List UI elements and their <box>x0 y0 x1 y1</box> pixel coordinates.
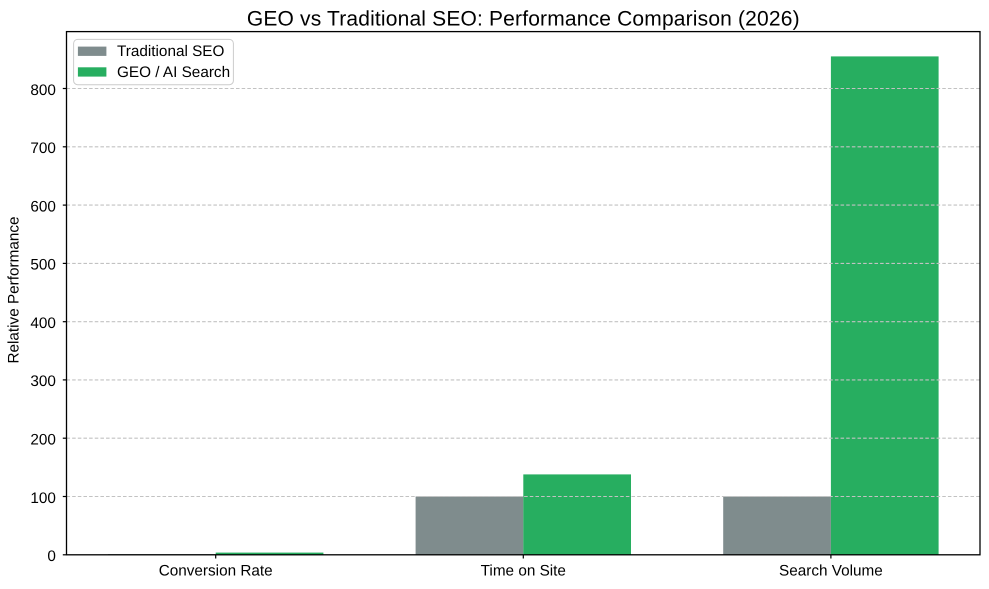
svg-text:GEO / AI Search: GEO / AI Search <box>117 64 230 81</box>
svg-text:400: 400 <box>30 315 56 332</box>
svg-text:GEO vs Traditional SEO: Perfor: GEO vs Traditional SEO: Performance Comp… <box>247 7 800 30</box>
svg-text:Relative Performance: Relative Performance <box>6 216 23 363</box>
svg-text:600: 600 <box>30 198 56 215</box>
svg-text:Search Volume: Search Volume <box>779 563 883 580</box>
svg-text:800: 800 <box>30 82 56 99</box>
svg-text:100: 100 <box>30 490 56 507</box>
svg-text:500: 500 <box>30 257 56 274</box>
svg-text:Time on Site: Time on Site <box>481 563 566 580</box>
svg-text:300: 300 <box>30 373 56 390</box>
svg-text:Traditional SEO: Traditional SEO <box>117 43 225 60</box>
svg-text:Conversion Rate: Conversion Rate <box>159 563 273 580</box>
svg-text:700: 700 <box>30 140 56 157</box>
svg-text:200: 200 <box>30 432 56 449</box>
svg-text:0: 0 <box>47 548 56 565</box>
